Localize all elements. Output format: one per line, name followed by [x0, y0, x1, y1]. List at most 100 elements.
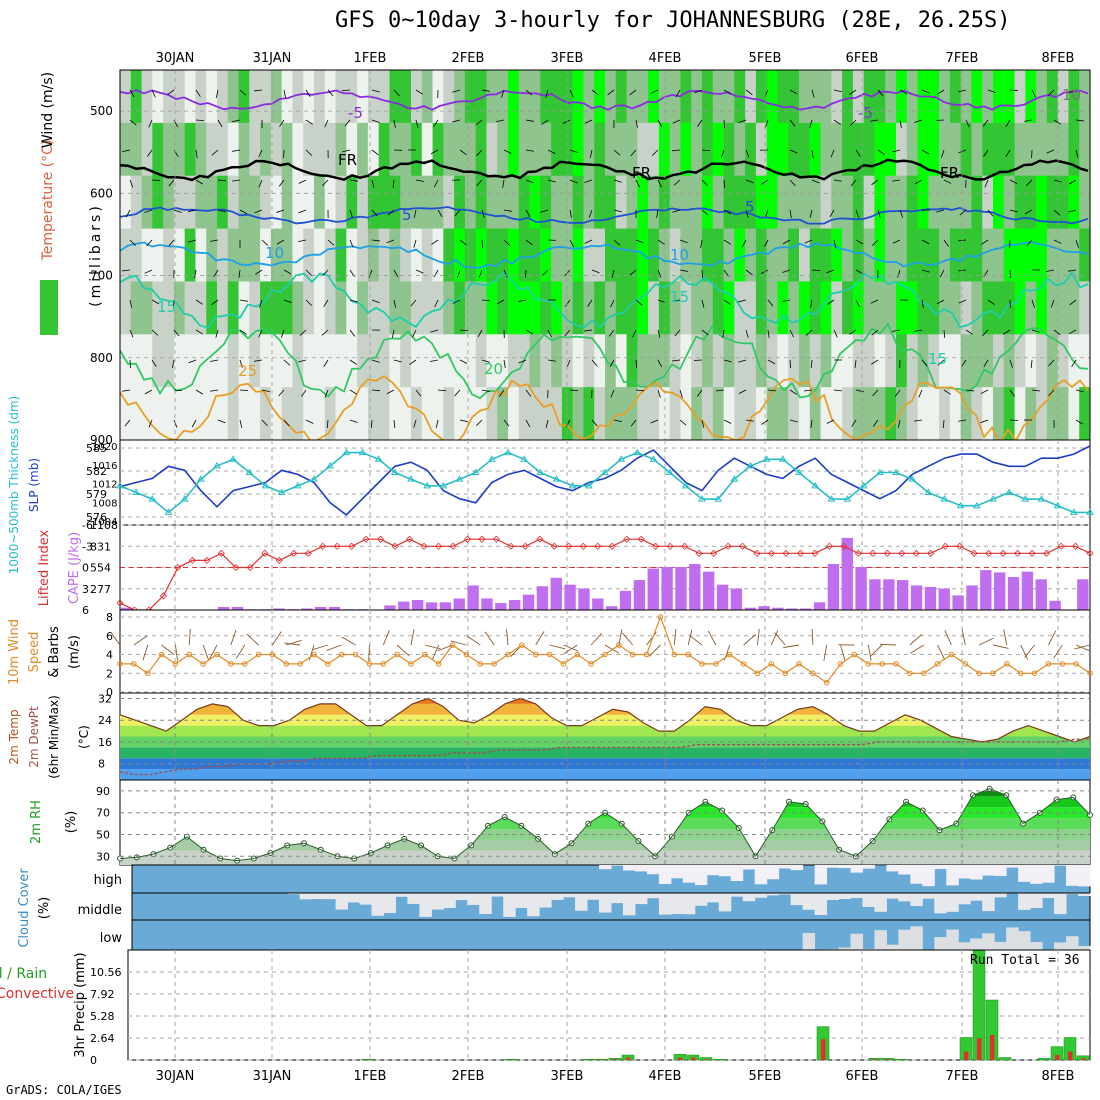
wind-barb — [280, 329, 285, 338]
lifted-marker — [985, 549, 993, 557]
rh-cell — [130, 281, 143, 335]
rh-cell — [324, 334, 337, 388]
rh-cell — [723, 228, 735, 282]
y-tick-label: 500 — [90, 104, 113, 118]
cape-bar — [924, 586, 937, 610]
rh-band — [120, 839, 1090, 851]
wind-barb — [437, 389, 447, 392]
wind-barb — [937, 644, 945, 660]
rh-cell — [518, 175, 531, 230]
rh-cell — [863, 175, 875, 230]
rh-cell — [680, 228, 692, 282]
rh-cell — [141, 70, 153, 124]
wind-barb — [371, 389, 381, 392]
rh-cell — [928, 175, 940, 230]
rh-cell — [497, 228, 509, 282]
wind-barb — [982, 119, 989, 127]
rh-cell — [1057, 228, 1069, 282]
rh-cell — [831, 387, 843, 441]
wind-barb — [914, 419, 923, 422]
rh-cell — [292, 281, 304, 335]
wind-barb — [129, 299, 133, 308]
thickness-marker — [504, 448, 512, 456]
cloud-low — [1006, 927, 1019, 950]
rh-cell — [605, 334, 617, 388]
wind-barb — [322, 179, 329, 186]
rh-cell — [745, 334, 757, 388]
rh-cell — [1014, 70, 1026, 124]
rh-cell — [400, 122, 412, 177]
cloud-low — [1018, 931, 1031, 950]
wind-barb — [1053, 119, 1062, 125]
rh-cell — [508, 387, 520, 441]
rh-cell — [982, 122, 994, 177]
rh-cell — [691, 70, 703, 124]
rh-cell — [896, 175, 908, 230]
rh-cell — [766, 387, 778, 441]
rh-cell — [949, 281, 962, 335]
x-top-label: 4FEB — [649, 51, 682, 66]
rh-cell — [960, 281, 972, 335]
contour-label: 15 — [928, 350, 947, 368]
rh-cell — [1057, 70, 1069, 124]
wind-barb — [921, 269, 930, 273]
rh-cell — [723, 387, 735, 441]
rh-cell — [626, 175, 638, 230]
wind-barb — [944, 630, 952, 646]
wind-barb — [745, 209, 749, 218]
rh-cell — [195, 387, 207, 441]
wind-marker — [519, 642, 525, 648]
rh-cell — [993, 122, 1005, 177]
wind-barb — [349, 419, 358, 423]
lifted-tick: 3 — [82, 583, 89, 596]
wind-barb — [872, 389, 879, 397]
rh-cell — [1068, 70, 1080, 124]
wind-barb — [679, 389, 683, 398]
x-top-label: 30JAN — [156, 51, 195, 66]
rh-cell — [1036, 122, 1048, 177]
rh-cell — [982, 70, 994, 124]
wind-barb — [672, 359, 681, 362]
x-bottom-label: 7FEB — [946, 1069, 979, 1084]
wind-barb — [723, 299, 731, 305]
wind-barb — [569, 389, 579, 392]
rh-cell — [497, 281, 509, 335]
rh-cell — [163, 175, 175, 230]
wind-barb — [413, 239, 417, 248]
rh-cell — [648, 175, 660, 230]
wind-barb — [764, 209, 769, 218]
wind-barb — [481, 239, 484, 249]
cloud-mid — [922, 893, 935, 899]
rh-cell — [443, 228, 455, 282]
wind-barb — [217, 179, 227, 182]
rh-cell — [1057, 175, 1069, 230]
wind-barb — [129, 239, 136, 246]
cape-bar — [1035, 579, 1047, 610]
wind-barb — [1053, 179, 1062, 183]
rh-cell — [949, 122, 962, 177]
wind-barb — [371, 419, 373, 429]
rh-cell — [906, 175, 919, 230]
wind-barb — [720, 149, 725, 158]
cloud-high — [646, 865, 660, 875]
wind-barb — [899, 209, 904, 218]
wind-marker — [837, 661, 844, 667]
rh-cell — [475, 70, 487, 124]
cloud-high — [850, 865, 863, 873]
wind-barb — [239, 89, 247, 96]
rh-cell — [971, 281, 983, 335]
cape-bar — [315, 606, 327, 610]
wind-barb — [371, 119, 380, 123]
wind-barb — [434, 299, 439, 308]
rh-cell — [120, 70, 132, 124]
wind-barb — [789, 179, 796, 187]
cloud-mid — [311, 893, 325, 900]
rh-cell — [152, 122, 164, 177]
cloud-high — [898, 865, 911, 875]
wind-barb — [849, 329, 857, 335]
precip-conv-bar — [1067, 1051, 1073, 1060]
cape-bar — [1049, 600, 1061, 610]
rh-cell — [152, 334, 164, 388]
wind-tick: 0 — [106, 686, 113, 699]
rh-cell — [648, 334, 660, 388]
